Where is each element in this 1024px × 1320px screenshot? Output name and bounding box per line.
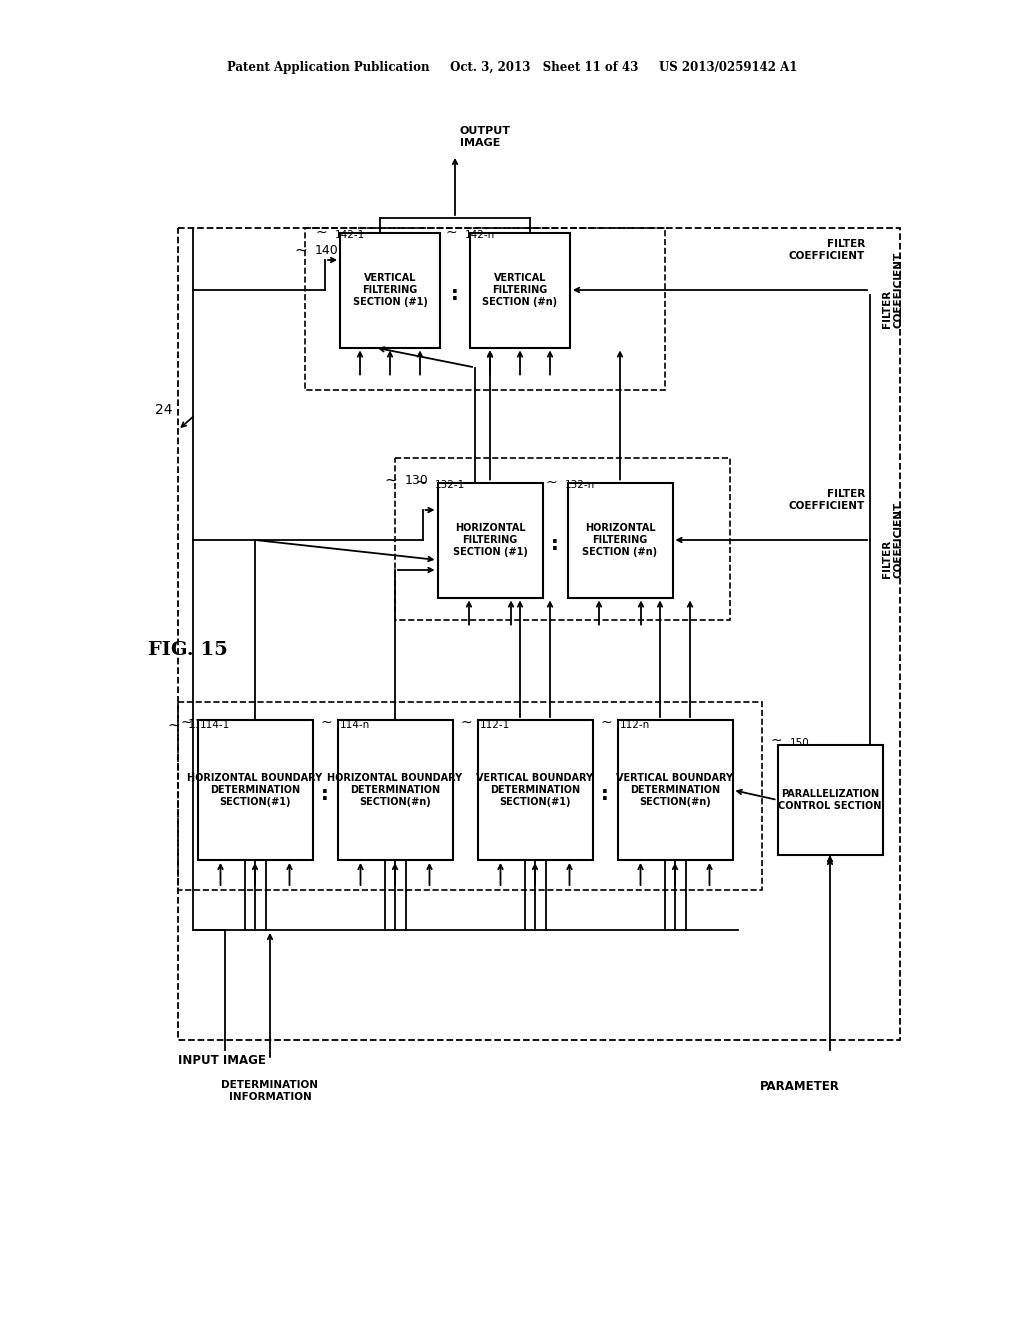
Text: 110: 110 (188, 718, 212, 731)
Text: DETERMINATION
INFORMATION: DETERMINATION INFORMATION (221, 1080, 318, 1102)
Text: ~: ~ (600, 715, 612, 730)
Text: FILTER
COEFFICIENT: FILTER COEFFICIENT (788, 239, 865, 261)
Text: FIG. 15: FIG. 15 (148, 642, 227, 659)
Text: HORIZONTAL
FILTERING
SECTION (#1): HORIZONTAL FILTERING SECTION (#1) (453, 524, 527, 557)
Text: ~: ~ (770, 734, 782, 748)
Text: INPUT IMAGE: INPUT IMAGE (178, 1053, 266, 1067)
Text: ~: ~ (167, 718, 180, 733)
Text: Patent Application Publication     Oct. 3, 2013   Sheet 11 of 43     US 2013/025: Patent Application Publication Oct. 3, 2… (226, 62, 798, 74)
Bar (338, 719, 453, 861)
Text: ~: ~ (461, 715, 472, 730)
Bar (470, 232, 570, 347)
Text: 140: 140 (315, 243, 339, 256)
Text: ~: ~ (416, 477, 427, 490)
Bar (178, 228, 900, 1040)
Text: HORIZONTAL BOUNDARY
DETERMINATION
SECTION(#n): HORIZONTAL BOUNDARY DETERMINATION SECTIO… (328, 774, 463, 807)
Text: ~: ~ (315, 226, 327, 240)
Text: :: : (601, 785, 609, 804)
Text: 112-n: 112-n (620, 719, 650, 730)
Bar (395, 458, 730, 620)
Text: 114-n: 114-n (340, 719, 371, 730)
Text: 132-1: 132-1 (435, 480, 465, 490)
Text: 112-1: 112-1 (480, 719, 510, 730)
Bar (477, 719, 593, 861)
Text: ~: ~ (445, 226, 457, 240)
Text: VERTICAL BOUNDARY
DETERMINATION
SECTION(#n): VERTICAL BOUNDARY DETERMINATION SECTION(… (616, 774, 733, 807)
Text: VERTICAL
FILTERING
SECTION (#1): VERTICAL FILTERING SECTION (#1) (352, 273, 427, 306)
Text: 132-n: 132-n (565, 480, 595, 490)
Text: :: : (551, 536, 559, 554)
Text: PARAMETER: PARAMETER (760, 1080, 840, 1093)
Text: 130: 130 (406, 474, 429, 487)
Text: FILTER
COEFFICIENT: FILTER COEFFICIENT (882, 502, 903, 578)
Text: ~: ~ (180, 715, 193, 730)
Text: FILTER
COEFFICIENT: FILTER COEFFICIENT (882, 252, 903, 329)
Bar (305, 228, 665, 389)
Text: VERTICAL
FILTERING
SECTION (#n): VERTICAL FILTERING SECTION (#n) (482, 273, 557, 306)
Text: HORIZONTAL BOUNDARY
DETERMINATION
SECTION(#1): HORIZONTAL BOUNDARY DETERMINATION SECTIO… (187, 774, 323, 807)
Bar (437, 483, 543, 598)
Text: ~: ~ (546, 477, 557, 490)
Text: ~: ~ (384, 473, 397, 487)
Text: 24: 24 (155, 403, 172, 417)
Text: ~: ~ (294, 243, 307, 257)
Text: 150: 150 (790, 738, 810, 748)
Text: ~: ~ (321, 715, 332, 730)
Text: 142-n: 142-n (465, 230, 496, 240)
Text: PARALLELIZATION
CONTROL SECTION: PARALLELIZATION CONTROL SECTION (778, 789, 882, 810)
Text: HORIZONTAL
FILTERING
SECTION (#n): HORIZONTAL FILTERING SECTION (#n) (583, 524, 657, 557)
Bar (617, 719, 732, 861)
Bar (567, 483, 673, 598)
Bar (777, 744, 883, 855)
Text: 114-1: 114-1 (200, 719, 230, 730)
Bar (340, 232, 440, 347)
Text: OUTPUT
IMAGE: OUTPUT IMAGE (460, 127, 511, 148)
Text: :: : (452, 285, 459, 305)
Text: :: : (322, 785, 329, 804)
Text: 142-1: 142-1 (335, 230, 366, 240)
Bar (198, 719, 312, 861)
Text: FILTER
COEFFICIENT: FILTER COEFFICIENT (788, 490, 865, 511)
Text: VERTICAL BOUNDARY
DETERMINATION
SECTION(#1): VERTICAL BOUNDARY DETERMINATION SECTION(… (476, 774, 594, 807)
Bar (178, 702, 762, 890)
